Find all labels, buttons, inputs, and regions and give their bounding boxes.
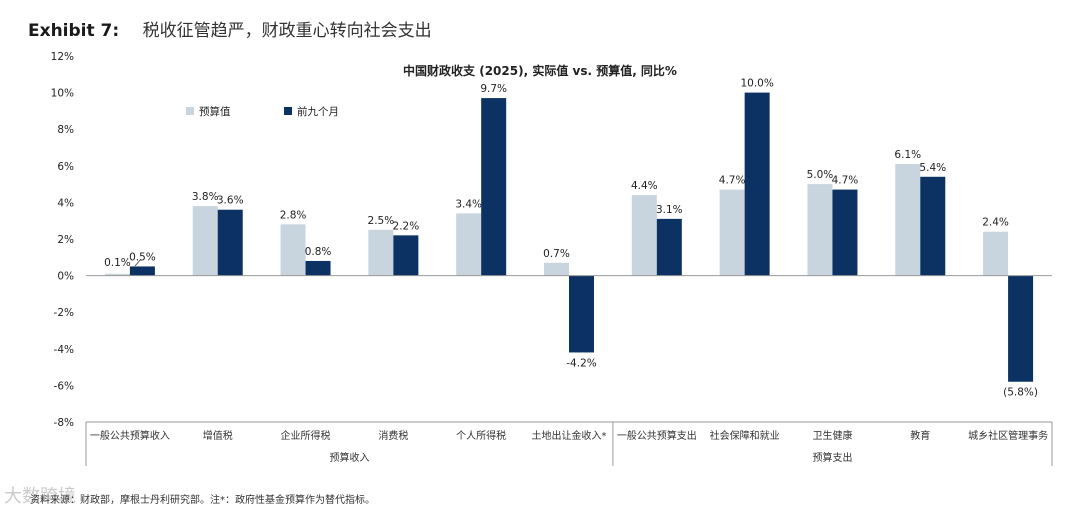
category-label: 土地出让金收入* <box>532 429 607 442</box>
source-note: 资料来源：财政部，摩根士丹利研究部。注*：政府性基金预算作为替代指标。 <box>30 495 375 506</box>
bar <box>983 231 1009 276</box>
data-label: 0.7% <box>543 248 570 260</box>
data-label: 4.4% <box>631 180 658 192</box>
bar <box>631 195 657 276</box>
y-tick-label: 10% <box>51 88 74 100</box>
bar <box>129 266 155 276</box>
data-label: 4.7% <box>719 175 746 187</box>
bar <box>192 206 218 276</box>
y-tick-label: 2% <box>57 234 74 246</box>
data-label: -4.2% <box>566 357 596 369</box>
data-label: 6.1% <box>894 149 921 161</box>
bar <box>456 213 482 276</box>
bar <box>656 218 682 276</box>
data-label: 5.0% <box>807 169 834 181</box>
y-tick-label: 12% <box>51 51 74 63</box>
category-label: 一般公共预算收入 <box>90 429 170 442</box>
category-label: 消费税 <box>378 429 408 442</box>
legend-label: 预算值 <box>199 105 231 118</box>
data-label: 2.8% <box>280 209 307 221</box>
data-label: 0.8% <box>305 246 332 258</box>
category-label: 社会保障和就业 <box>710 429 780 442</box>
data-label: 2.4% <box>982 217 1009 229</box>
legend-swatch <box>186 107 194 115</box>
category-label: 一般公共预算支出 <box>617 429 697 442</box>
category-label: 增值税 <box>203 429 233 442</box>
bar <box>569 275 594 353</box>
label-leader-line <box>134 258 142 267</box>
data-label: 3.4% <box>455 198 482 210</box>
data-label: 0.1% <box>104 257 131 269</box>
category-label: 卫生健康 <box>812 429 852 442</box>
data-label: 3.1% <box>656 204 683 216</box>
data-label: 2.2% <box>393 220 420 232</box>
y-tick-label: 6% <box>57 161 74 173</box>
bar <box>481 98 507 276</box>
category-label: 教育 <box>910 429 930 442</box>
data-label: 4.7% <box>832 175 859 187</box>
bar <box>393 235 419 276</box>
bar <box>305 260 331 276</box>
group-label: 预算支出 <box>812 451 852 464</box>
data-label: 3.6% <box>217 195 244 207</box>
data-label: 5.4% <box>919 162 946 174</box>
data-label: 3.8% <box>192 191 219 203</box>
bar <box>744 92 770 276</box>
bar <box>719 189 745 276</box>
legend-swatch <box>284 107 292 115</box>
legend-label: 前九个月 <box>297 105 339 118</box>
bar <box>280 224 306 276</box>
data-label: 2.5% <box>368 215 395 227</box>
y-tick-label: 8% <box>57 124 74 136</box>
group-label: 预算收入 <box>329 451 369 464</box>
exhibit-title: 税收征管趋严，财政重心转向社会支出 <box>142 21 432 41</box>
data-label: 9.7% <box>480 83 507 95</box>
watermark: 大数跨境 <box>4 486 76 507</box>
y-tick-label: -2% <box>54 307 74 319</box>
data-label: 10.0% <box>740 78 773 90</box>
y-tick-label: 4% <box>57 197 74 209</box>
data-label: 0.5% <box>129 251 156 263</box>
y-tick-label: -4% <box>54 344 74 356</box>
bar <box>895 163 921 276</box>
bar <box>368 229 394 276</box>
bar <box>217 209 243 276</box>
bar <box>544 262 569 276</box>
bar <box>1008 275 1034 382</box>
category-label: 城乡社区管理事务 <box>968 429 1048 442</box>
bar <box>807 184 833 276</box>
exhibit-header: Exhibit 7: 税收征管趋严，财政重心转向社会支出 <box>28 16 432 41</box>
category-label: 个人所得税 <box>456 429 506 442</box>
category-label: 企业所得税 <box>281 429 331 442</box>
bar <box>920 176 946 276</box>
bar <box>832 189 858 276</box>
chart-title: 中国财政收支 (2025), 实际值 vs. 预算值, 同比% <box>403 63 677 78</box>
y-tick-label: -8% <box>54 417 74 429</box>
data-label: (5.8%) <box>1003 387 1038 399</box>
exhibit-number: Exhibit 7: <box>28 21 120 41</box>
y-tick-label: 0% <box>57 271 74 283</box>
bar <box>104 273 130 276</box>
y-tick-label: -6% <box>54 380 74 392</box>
